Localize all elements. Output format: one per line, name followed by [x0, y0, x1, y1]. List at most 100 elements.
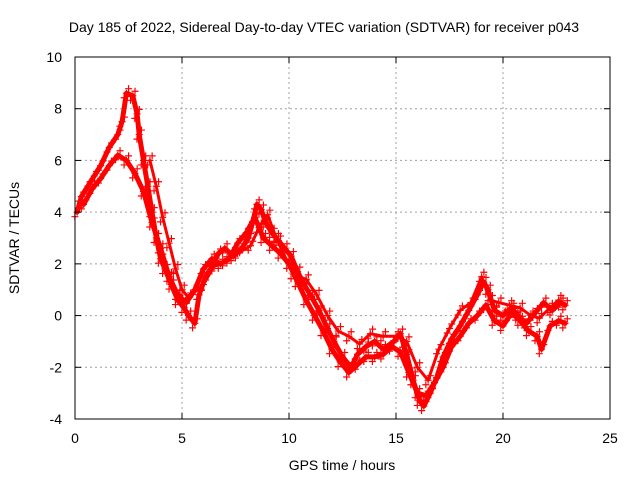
data-point-marker — [292, 266, 300, 274]
data-point-marker — [287, 255, 295, 263]
data-point-marker — [542, 294, 550, 302]
data-point-marker — [249, 237, 257, 245]
data-point-marker — [465, 303, 473, 311]
data-point — [264, 211, 272, 219]
data-point-marker — [321, 316, 329, 324]
data-point — [403, 350, 411, 358]
data-point-marker — [368, 357, 376, 365]
data-point-marker — [347, 364, 355, 372]
data-point — [257, 206, 265, 214]
data-point-marker — [88, 176, 96, 184]
data-point — [396, 348, 404, 356]
data-point-marker — [219, 249, 227, 257]
plot-frame — [74, 56, 611, 420]
data-point — [246, 242, 254, 250]
data-point-marker — [125, 85, 133, 93]
data-point-marker — [94, 179, 102, 187]
data-point — [195, 291, 203, 299]
data-point-marker — [165, 285, 173, 293]
data-point-marker — [197, 270, 205, 278]
data-point — [555, 296, 563, 304]
data-point-marker — [253, 209, 261, 217]
data-point-marker — [544, 308, 552, 316]
data-point-marker — [407, 364, 415, 372]
data-point-marker — [411, 394, 419, 402]
data-point — [139, 156, 147, 164]
data-point-marker — [202, 261, 210, 269]
data-point-marker — [266, 233, 274, 241]
data-point — [435, 345, 443, 353]
data-point-marker — [563, 297, 571, 305]
data-point — [371, 353, 379, 361]
data-point-marker — [469, 294, 477, 302]
data-point — [242, 229, 250, 237]
data-point-marker — [137, 192, 145, 200]
data-point-marker — [86, 189, 94, 197]
data-point-marker — [525, 316, 533, 324]
data-point — [139, 187, 147, 195]
data-point-marker — [82, 196, 90, 204]
x-tick-label: 15 — [388, 430, 404, 446]
data-point-marker — [206, 259, 214, 267]
data-point — [490, 317, 498, 325]
data-point-marker — [313, 307, 321, 315]
data-point-marker — [353, 345, 361, 353]
data-point-marker — [433, 350, 441, 358]
data-point-marker — [150, 204, 158, 212]
data-point-marker — [476, 307, 484, 315]
data-point-marker — [208, 267, 216, 275]
data-point-marker — [535, 350, 543, 358]
data-point-marker — [339, 354, 347, 362]
data-point-marker — [330, 341, 338, 349]
data-point — [439, 363, 447, 371]
data-point-marker — [368, 342, 376, 350]
data-point — [165, 273, 173, 281]
data-point-marker — [223, 240, 231, 248]
x-axis-label: GPS time / hours — [289, 457, 396, 473]
data-point-marker — [336, 323, 344, 331]
data-point — [221, 257, 229, 265]
data-point-marker — [120, 94, 128, 102]
data-point-marker — [416, 359, 424, 367]
data-point-marker — [127, 96, 135, 104]
data-point-marker — [458, 328, 466, 336]
data-point-marker — [107, 139, 115, 147]
data-point-marker — [356, 356, 364, 364]
data-point — [199, 281, 207, 289]
data-point — [561, 319, 569, 327]
data-point — [525, 327, 533, 335]
data-point-marker — [217, 245, 225, 253]
data-point-marker — [347, 328, 355, 336]
data-point — [371, 337, 379, 345]
data-point-marker — [454, 337, 462, 345]
data-point — [345, 368, 353, 376]
data-point — [105, 162, 113, 170]
data-point-marker — [223, 253, 231, 261]
data-point-marker — [548, 299, 556, 307]
data-point — [191, 319, 199, 327]
data-point — [152, 182, 160, 190]
data-point — [255, 224, 263, 232]
data-point — [244, 234, 252, 242]
data-point — [184, 312, 192, 320]
data-point-marker — [77, 205, 85, 213]
data-point-marker — [411, 368, 419, 376]
data-point — [210, 262, 218, 270]
data-point-marker — [187, 307, 195, 315]
data-point-marker — [155, 178, 163, 186]
data-point-marker — [450, 338, 458, 346]
data-point-marker — [360, 357, 368, 365]
data-point — [199, 265, 207, 273]
data-point-marker — [308, 316, 316, 324]
data-point-marker — [433, 374, 441, 382]
data-point — [538, 345, 546, 353]
tick-labels: 0 5 10 15 20 25 -4 -2 0 2 4 6 8 10 — [46, 49, 618, 446]
data-point-marker — [508, 297, 516, 305]
data-point — [356, 340, 364, 348]
data-point-marker — [300, 301, 308, 309]
data-point-marker — [503, 306, 511, 314]
data-point-marker — [563, 315, 571, 323]
data-point-marker — [304, 271, 312, 279]
data-point — [148, 218, 156, 226]
